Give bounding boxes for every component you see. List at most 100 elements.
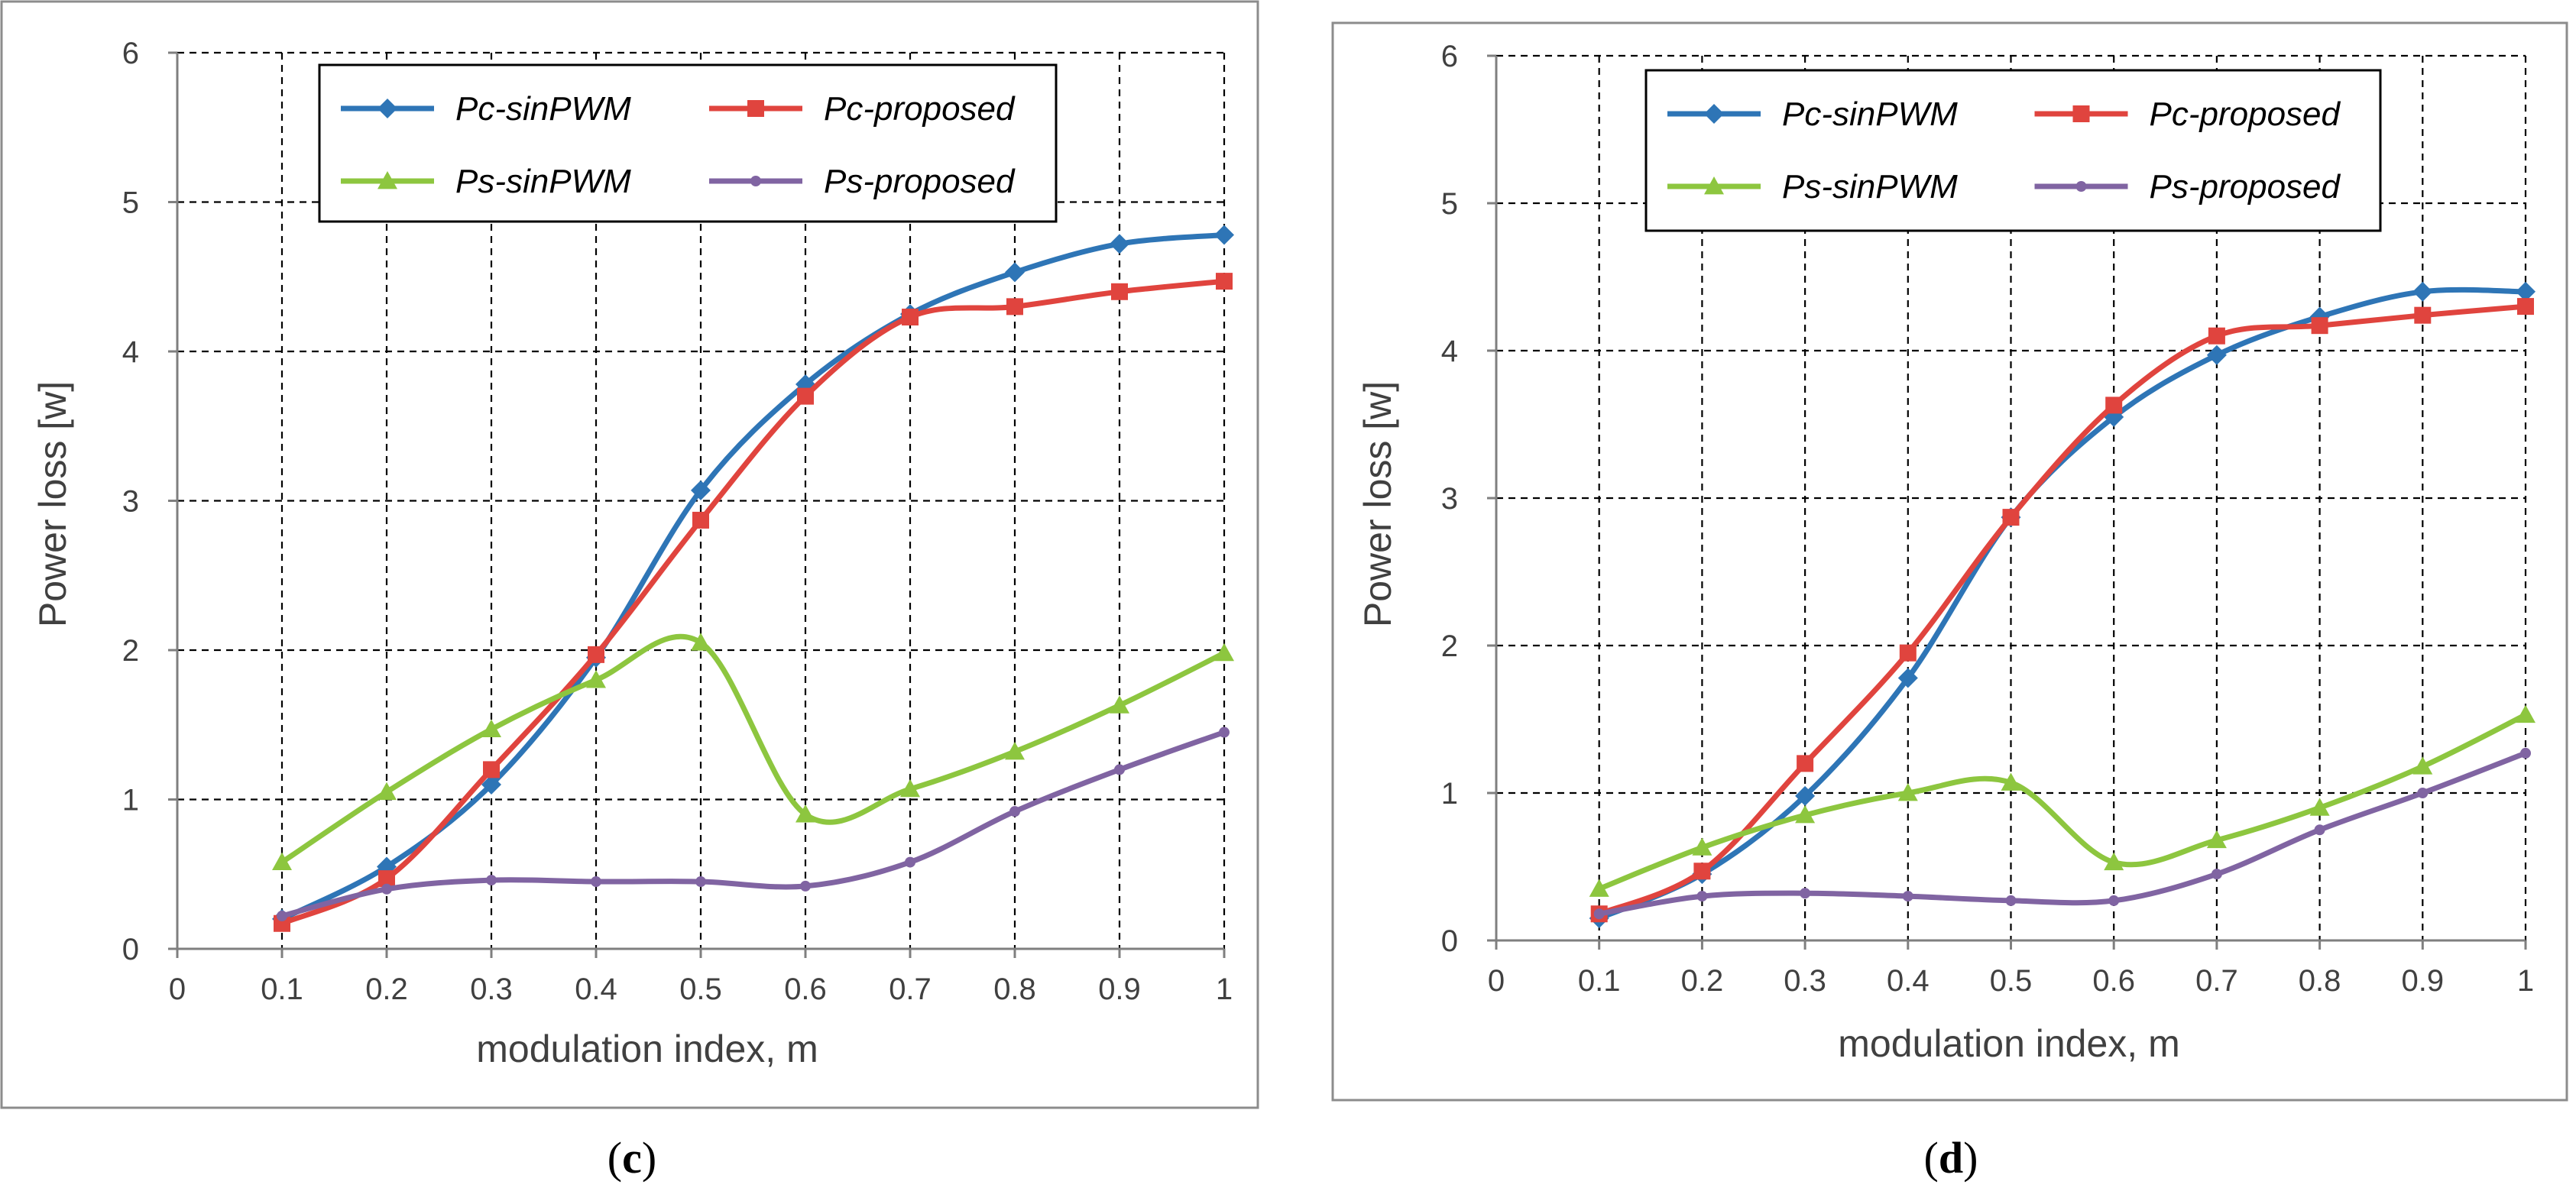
- x-tick-label: 0.8: [993, 973, 1036, 1006]
- x-tick-label: 0.1: [261, 973, 303, 1006]
- data-point: [591, 876, 601, 888]
- data-point: [1589, 879, 1609, 897]
- data-point: [1214, 642, 1234, 662]
- x-tick-label: 0.4: [1887, 964, 1930, 998]
- x-axis-title: modulation index, m: [476, 1028, 818, 1070]
- legend-label: Pc-sinPWM: [1782, 95, 1958, 133]
- data-point: [2206, 830, 2227, 849]
- data-point: [800, 880, 811, 892]
- data-point: [2208, 327, 2225, 345]
- data-point: [1110, 695, 1129, 714]
- data-point: [1214, 225, 1234, 245]
- x-tick-label: 0.5: [679, 973, 722, 1006]
- legend-item: Pc-proposed: [709, 90, 1016, 128]
- data-point: [2517, 298, 2534, 316]
- legend-box: [318, 63, 1058, 223]
- series-line: [279, 278, 1227, 927]
- x-tick-label: 0.5: [1990, 964, 2033, 998]
- y-tick-label: 6: [122, 37, 139, 70]
- y-axis-title: Power loss [w]: [1356, 381, 1399, 627]
- data-point: [2412, 756, 2433, 775]
- legend: Pc-sinPWM Pc-proposed Ps-sinPWM Ps-proposed: [1644, 69, 2382, 232]
- y-tick-label: 0: [1441, 924, 1458, 958]
- data-point: [483, 761, 500, 778]
- x-tick-label: 0.6: [784, 973, 827, 1006]
- y-axis-title: Power loss [w]: [31, 381, 74, 627]
- data-point: [588, 646, 604, 663]
- x-tick-label: 0.6: [2092, 964, 2135, 998]
- data-point: [2104, 852, 2124, 871]
- x-axis-title: modulation index, m: [1838, 1022, 2179, 1065]
- legend-label: Ps-proposed: [2150, 168, 2341, 206]
- data-point: [1797, 755, 1814, 772]
- y-tick-label: 5: [122, 186, 139, 220]
- data-point: [277, 910, 287, 921]
- data-point: [1899, 644, 1917, 662]
- x-tick-label: 0.2: [365, 973, 408, 1006]
- legend-swatch-marker: [1704, 176, 1724, 195]
- legend-label: Ps-sinPWM: [455, 163, 631, 200]
- y-tick-label: 3: [122, 485, 139, 519]
- series-ps-sinpwm: [1589, 704, 2535, 897]
- x-tick-label: 0.1: [1578, 964, 1621, 998]
- data-point: [1114, 764, 1125, 775]
- legend: Pc-sinPWM Pc-proposed Ps-sinPWM Ps-proposed: [318, 63, 1058, 223]
- legend-item: Pc-sinPWM: [1667, 95, 1958, 133]
- data-point: [1005, 741, 1025, 760]
- legend-item: Ps-proposed: [2034, 168, 2341, 206]
- data-point: [1111, 283, 1128, 300]
- legend-item: Pc-proposed: [2034, 95, 2341, 133]
- data-point: [1693, 863, 1711, 880]
- data-point: [2005, 895, 2017, 906]
- data-point: [1009, 806, 1020, 817]
- x-tick-label: 0.8: [2299, 964, 2341, 998]
- y-tick-label: 0: [122, 933, 139, 966]
- data-point: [377, 782, 397, 801]
- x-tick-label: 0: [1488, 964, 1505, 998]
- y-tick-label: 4: [1441, 335, 1458, 368]
- data-point: [1897, 668, 1918, 688]
- data-point: [1902, 891, 1913, 902]
- series-ps-proposed: [277, 727, 1230, 921]
- legend-swatch-marker: [377, 99, 397, 118]
- data-point: [1696, 891, 1708, 902]
- x-tick-label: 0.2: [1681, 964, 1724, 998]
- y-tick-label: 2: [1441, 630, 1458, 663]
- data-point: [695, 876, 706, 888]
- data-point: [1897, 783, 1918, 801]
- x-tick-label: 0.3: [1784, 964, 1826, 998]
- legend-swatch-marker: [377, 171, 397, 189]
- y-tick-label: 4: [122, 335, 139, 369]
- data-point: [2311, 317, 2328, 335]
- legend-swatch-marker: [750, 176, 761, 186]
- data-point: [1006, 298, 1023, 316]
- chart-panel-c: 0 0.1 0.2 0.3 0.4 0.5 0.6 0.7 0.8 0.9 1 0 1 2 3 4 5 6 modu…: [0, 0, 1259, 1183]
- data-point: [900, 778, 920, 798]
- legend-label: Pc-proposed: [824, 90, 1016, 128]
- data-point: [2417, 788, 2429, 798]
- data-point: [486, 875, 497, 886]
- data-point: [2108, 895, 2120, 906]
- data-point: [2520, 747, 2531, 759]
- data-point: [2001, 772, 2021, 791]
- data-point: [2516, 281, 2535, 302]
- data-point: [1795, 785, 1816, 806]
- data-point: [2211, 869, 2222, 880]
- data-point: [691, 480, 711, 500]
- y-tick-label: 6: [1441, 40, 1458, 73]
- data-point: [1593, 908, 1605, 920]
- y-tick-label: 1: [1441, 777, 1458, 811]
- series-pc-proposed: [1590, 298, 2534, 923]
- data-point: [1005, 262, 1025, 283]
- panel-caption: (c): [608, 1133, 656, 1183]
- data-point: [586, 670, 606, 688]
- series-line: [1596, 750, 2529, 917]
- series-line: [1596, 712, 2529, 892]
- data-point: [2516, 704, 2535, 723]
- legend-item: Ps-sinPWM: [1667, 168, 1958, 206]
- data-point: [272, 852, 292, 871]
- chart-panel-d: 0 0.1 0.2 0.3 0.4 0.5 0.6 0.7 0.8 0.9 1 0 1 2 3 4 5 6 modu…: [1331, 21, 2568, 1183]
- series-line: [279, 633, 1227, 866]
- data-point: [2414, 306, 2432, 324]
- data-point: [2314, 824, 2325, 836]
